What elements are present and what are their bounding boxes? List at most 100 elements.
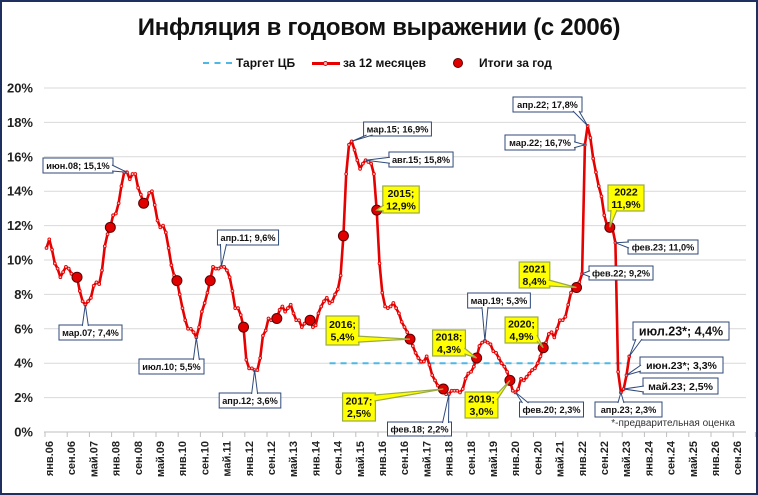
legend-item-monthly: за 12 месяцев (312, 55, 426, 71)
callout-pointer (365, 156, 391, 164)
line-marker (480, 340, 485, 345)
line-marker (280, 304, 285, 309)
callout-text: май.23; 2,5% (648, 381, 714, 393)
callout-pointer (111, 164, 128, 173)
callout-text: 2022 11,9% (611, 186, 641, 211)
line-marker (527, 371, 532, 376)
callout-pointer (251, 370, 259, 395)
annual-dot (104, 221, 116, 233)
line-marker (594, 170, 598, 175)
line-marker (458, 390, 462, 395)
line-marker (116, 201, 121, 206)
callout-pointer (357, 335, 411, 343)
callout-pointer (536, 334, 544, 349)
line-marker (111, 213, 115, 218)
line-marker (460, 387, 465, 391)
line-marker (197, 325, 201, 329)
line-marker (61, 270, 65, 274)
callout-text: апр.11; 9,6% (220, 233, 275, 243)
line-marker (102, 244, 107, 249)
line-marker (496, 356, 501, 360)
x-tick-label: май.15 (355, 441, 367, 477)
point-callout: мар.22; 16,7% (504, 134, 587, 151)
line-marker (369, 161, 374, 166)
line-marker (555, 326, 559, 331)
x-tick-label: сен.18 (466, 441, 478, 475)
callout-pointer (351, 134, 373, 142)
year-callout: 2016; 5,4% (325, 315, 411, 346)
y-tick-label: 20% (7, 81, 33, 96)
callout-box (138, 358, 205, 375)
callout-text: фев.18; 2,2% (390, 424, 448, 434)
line-marker (399, 320, 404, 324)
annual-dot (204, 275, 216, 287)
line-marker (546, 332, 551, 336)
callout-box (518, 401, 585, 418)
year-callout: 2022 11,9% (607, 184, 645, 228)
line-marker (202, 301, 207, 305)
callout-box (58, 324, 123, 341)
point-callout: фев.23; 11,0% (615, 239, 699, 255)
line-marker (352, 148, 357, 152)
point-callout: апр.23; 2,3% (594, 390, 663, 418)
legend-label-target: Таргет ЦБ (236, 56, 296, 70)
line-marker (416, 356, 421, 360)
x-tick-label: янв.08 (111, 441, 123, 476)
x-tick-label: сен.26 (732, 441, 744, 475)
line-marker (77, 289, 82, 293)
callout-pointer (375, 204, 385, 212)
line-marker (336, 287, 340, 292)
line-marker (133, 172, 138, 176)
x-tick-label: сен.20 (532, 441, 544, 475)
line-marker (372, 172, 376, 176)
point-callout: мар.07; 7,4% (58, 304, 123, 341)
line-marker (86, 299, 90, 304)
callout-pointer (219, 243, 227, 268)
x-tick-label: янв.12 (244, 441, 256, 476)
line-marker (230, 289, 235, 293)
line-marker (405, 330, 410, 335)
line-marker (397, 311, 401, 316)
callout-pointer (81, 304, 89, 327)
legend-label-monthly: за 12 месяцев (343, 56, 426, 70)
y-tick-label: 10% (7, 253, 33, 268)
line-marker (258, 356, 263, 360)
line-marker (488, 342, 493, 347)
line-marker (169, 263, 174, 268)
year-callout: 2017; 2,5% (341, 388, 444, 422)
line-marker (261, 333, 265, 338)
line-marker (402, 325, 407, 329)
callout-text: фев.20; 2,3% (522, 405, 580, 415)
line-marker (602, 213, 607, 218)
line-marker (94, 280, 99, 285)
line-marker (211, 265, 215, 269)
callout-text: мар.07; 7,4% (62, 328, 119, 338)
x-tick-label: май.19 (488, 441, 500, 477)
x-tick-label: сен.24 (666, 440, 678, 475)
x-tick-label: май.25 (688, 441, 700, 477)
line-marker (127, 177, 132, 182)
line-marker (166, 246, 171, 250)
line-marker (422, 359, 426, 364)
line-marker (499, 361, 504, 366)
line-marker (616, 369, 620, 374)
line-marker (91, 283, 96, 288)
annual-dot (71, 271, 83, 283)
line-marker (535, 361, 540, 366)
point-callout: апр.12; 3,6% (218, 370, 282, 409)
line-marker (502, 364, 507, 369)
line-marker (533, 366, 537, 371)
line-marker (277, 308, 282, 312)
point-callout: фев.20; 2,3% (515, 392, 585, 418)
callout-box (518, 261, 551, 289)
callout-box (431, 329, 467, 357)
line-marker (286, 306, 290, 311)
year-callout: 2020; 4,9% (504, 316, 544, 349)
line-marker (427, 363, 432, 367)
line-marker (319, 304, 324, 309)
line-marker (288, 302, 293, 307)
line-marker (377, 261, 382, 266)
year-callout: 2019; 3,0% (464, 379, 511, 419)
line-marker (222, 265, 226, 269)
line-marker (563, 314, 568, 319)
